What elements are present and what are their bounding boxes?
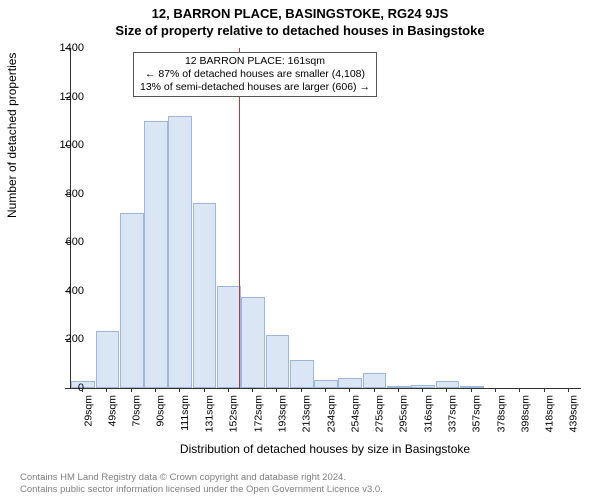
xtick-mark bbox=[398, 388, 399, 392]
xtick-label: 193sqm bbox=[276, 395, 288, 432]
histogram-bar bbox=[338, 378, 362, 388]
xtick-mark bbox=[155, 388, 156, 392]
histogram-bar bbox=[241, 297, 265, 388]
ytick-label: 200 bbox=[44, 333, 84, 345]
annotation-line: ← 87% of detached houses are smaller (4,… bbox=[140, 68, 370, 81]
xtick-mark bbox=[106, 388, 107, 392]
xtick-label: 398sqm bbox=[519, 395, 531, 432]
histogram-bar bbox=[436, 381, 460, 388]
xtick-mark bbox=[204, 388, 205, 392]
xtick-label: 337sqm bbox=[446, 395, 458, 432]
title-address: 12, BARRON PLACE, BASINGSTOKE, RG24 9JS bbox=[0, 0, 600, 21]
reference-line bbox=[239, 48, 240, 388]
xtick-mark bbox=[568, 388, 569, 392]
ytick-label: 800 bbox=[44, 188, 84, 200]
histogram-bar bbox=[144, 121, 168, 388]
xtick-label: 418sqm bbox=[544, 395, 556, 432]
xtick-label: 316sqm bbox=[422, 395, 434, 432]
footer-line-2: Contains public sector information licen… bbox=[20, 484, 383, 496]
xtick-label: 275sqm bbox=[374, 395, 386, 432]
xtick-mark bbox=[471, 388, 472, 392]
ytick-label: 1400 bbox=[44, 42, 84, 54]
xtick-mark bbox=[228, 388, 229, 392]
ytick-label: 400 bbox=[44, 285, 84, 297]
annotation-line: 13% of semi-detached houses are larger (… bbox=[140, 81, 370, 94]
xtick-mark bbox=[544, 388, 545, 392]
footer-attribution: Contains HM Land Registry data © Crown c… bbox=[20, 472, 383, 496]
xtick-mark bbox=[325, 388, 326, 392]
xtick-mark bbox=[131, 388, 132, 392]
xtick-label: 439sqm bbox=[568, 395, 580, 432]
ytick-label: 0 bbox=[44, 382, 84, 394]
xtick-label: 90sqm bbox=[155, 395, 167, 427]
xtick-label: 213sqm bbox=[301, 395, 313, 432]
xtick-label: 378sqm bbox=[495, 395, 507, 432]
xtick-mark bbox=[349, 388, 350, 392]
histogram-bar bbox=[363, 373, 387, 388]
xtick-mark bbox=[301, 388, 302, 392]
xtick-mark bbox=[179, 388, 180, 392]
xtick-mark bbox=[276, 388, 277, 392]
xtick-mark bbox=[519, 388, 520, 392]
xtick-mark bbox=[422, 388, 423, 392]
xtick-label: 234sqm bbox=[325, 395, 337, 432]
annotation-line: 12 BARRON PLACE: 161sqm bbox=[140, 55, 370, 68]
xtick-label: 111sqm bbox=[179, 395, 191, 431]
xtick-label: 49sqm bbox=[106, 395, 118, 427]
histogram-bar bbox=[168, 116, 192, 388]
xtick-label: 131sqm bbox=[204, 395, 216, 432]
xtick-mark bbox=[446, 388, 447, 392]
xtick-mark bbox=[374, 388, 375, 392]
xtick-mark bbox=[252, 388, 253, 392]
histogram-bar bbox=[193, 203, 217, 388]
footer-line-1: Contains HM Land Registry data © Crown c… bbox=[20, 472, 383, 484]
xtick-label: 172sqm bbox=[252, 395, 264, 432]
histogram-bar bbox=[387, 386, 411, 388]
histogram-bar bbox=[217, 286, 241, 388]
histogram-bar bbox=[266, 335, 290, 388]
xtick-mark bbox=[82, 388, 83, 392]
xtick-mark bbox=[495, 388, 496, 392]
histogram-bar bbox=[96, 331, 120, 388]
histogram-bar bbox=[120, 213, 144, 388]
xtick-label: 357sqm bbox=[471, 395, 483, 432]
plot-area: 12 BARRON PLACE: 161sqm← 87% of detached… bbox=[70, 48, 581, 389]
ytick-label: 600 bbox=[44, 236, 84, 248]
chart-container: 12, BARRON PLACE, BASINGSTOKE, RG24 9JS … bbox=[0, 0, 600, 500]
title-subtitle: Size of property relative to detached ho… bbox=[0, 21, 600, 38]
histogram-bar bbox=[290, 360, 314, 388]
ytick-label: 1200 bbox=[44, 91, 84, 103]
histogram-bar bbox=[314, 380, 338, 389]
ytick-label: 1000 bbox=[44, 139, 84, 151]
xtick-label: 70sqm bbox=[131, 395, 143, 427]
xtick-label: 29sqm bbox=[82, 395, 94, 427]
xtick-label: 254sqm bbox=[349, 395, 361, 432]
annotation-box: 12 BARRON PLACE: 161sqm← 87% of detached… bbox=[133, 52, 377, 97]
x-axis-label: Distribution of detached houses by size … bbox=[70, 442, 580, 456]
histogram-bar bbox=[460, 386, 484, 388]
y-axis-label: Number of detached properties bbox=[5, 53, 19, 218]
xtick-label: 152sqm bbox=[228, 395, 240, 432]
xtick-label: 295sqm bbox=[398, 395, 410, 432]
